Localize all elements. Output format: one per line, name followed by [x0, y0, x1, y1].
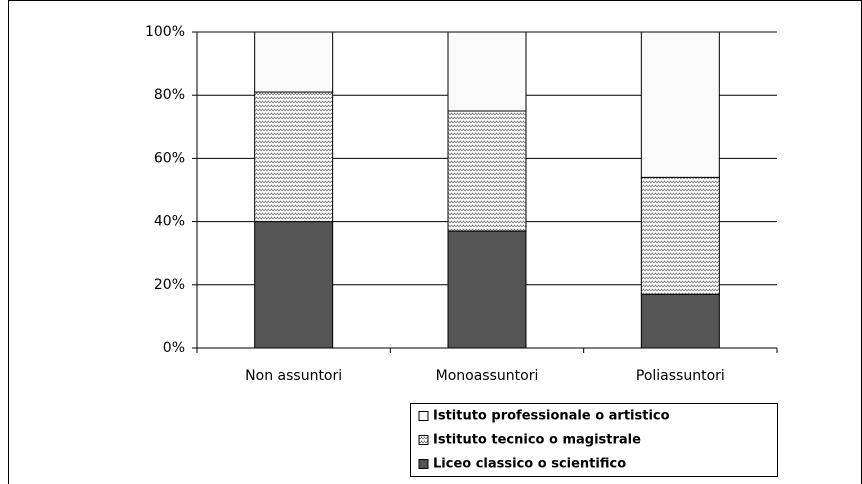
- bar-segment: [254, 221, 334, 349]
- bar-segment: [447, 31, 527, 112]
- legend-label: Istituto tecnico o magistrale: [433, 433, 641, 448]
- legend-label: Istituto professionale o artistico: [433, 409, 670, 424]
- y-tick-label: 80%: [154, 87, 185, 103]
- y-tick-label: 60%: [154, 150, 185, 166]
- bar-segment: [254, 91, 334, 223]
- bar-segment: [640, 31, 720, 178]
- x-tick-label: Poliassuntori: [636, 368, 725, 384]
- legend-label: Liceo classico o scientifico: [433, 457, 626, 472]
- legend-box: [410, 403, 778, 477]
- bar-segment: [447, 110, 527, 232]
- bar-segment: [640, 293, 720, 349]
- legend-swatch: [418, 411, 429, 421]
- legend-swatch: [418, 435, 429, 445]
- bar-segment: [254, 31, 334, 93]
- x-tick-label: Non assuntori: [245, 368, 342, 384]
- y-tick-label: 20%: [154, 277, 185, 293]
- x-tick-label: Monoassuntori: [436, 368, 539, 384]
- legend-swatch: [418, 459, 429, 469]
- bar-segment: [447, 230, 527, 349]
- bar-segment: [640, 176, 720, 295]
- y-tick-label: 100%: [145, 24, 185, 40]
- y-tick-label: 40%: [154, 214, 185, 230]
- y-tick-label: 0%: [163, 340, 185, 356]
